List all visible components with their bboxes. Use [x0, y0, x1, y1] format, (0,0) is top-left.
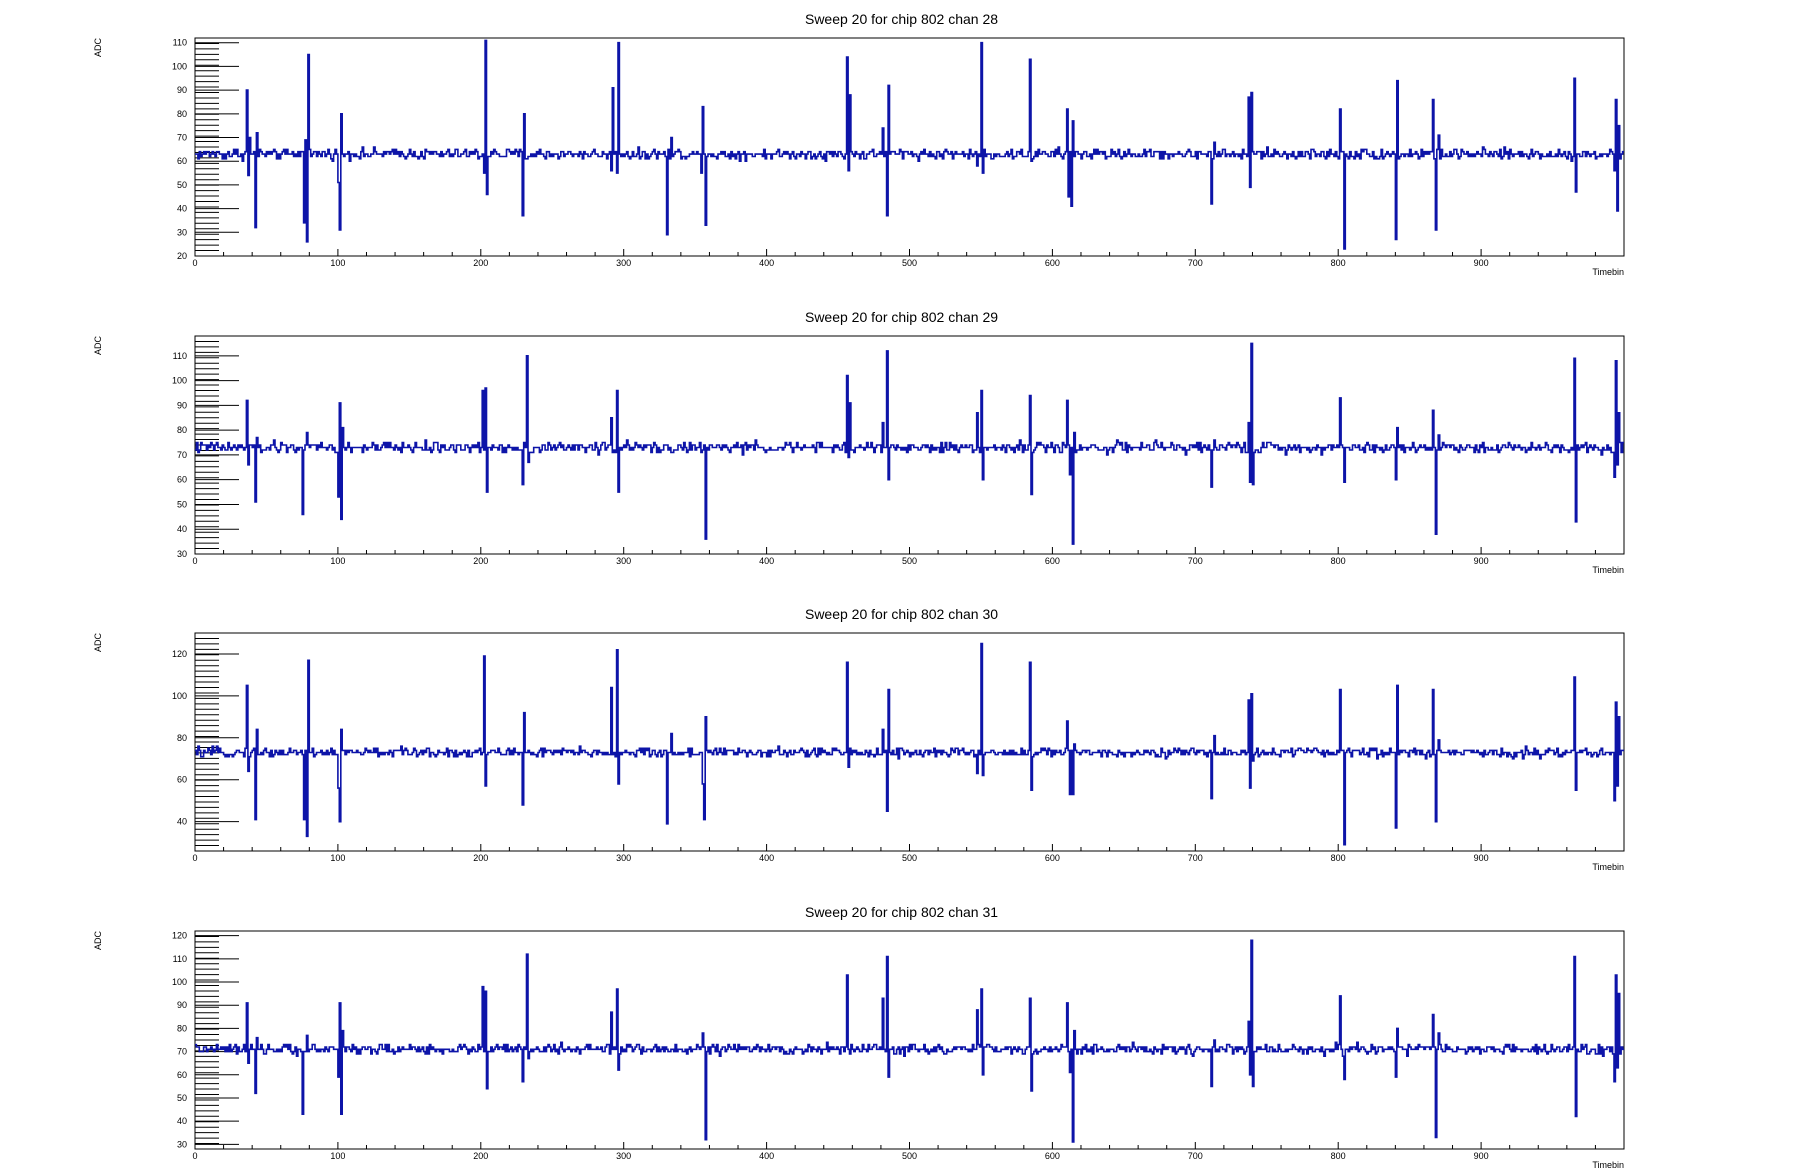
y-axis-label: ADC	[93, 633, 103, 653]
x-tick-label: 700	[1188, 556, 1203, 566]
y-tick-label: 80	[177, 733, 187, 743]
y-tick-label: 120	[172, 649, 187, 659]
y-tick-label: 60	[177, 475, 187, 485]
y-tick-label: 60	[177, 775, 187, 785]
y-tick-label: 70	[177, 1047, 187, 1057]
x-tick-label: 0	[192, 258, 197, 268]
x-axis-label: Timebin	[1592, 267, 1624, 277]
x-tick-label: 600	[1045, 556, 1060, 566]
x-tick-label: 500	[902, 556, 917, 566]
y-tick-label: 70	[177, 450, 187, 460]
y-tick-label: 40	[177, 204, 187, 214]
x-tick-label: 500	[902, 258, 917, 268]
y-tick-label: 40	[177, 524, 187, 534]
x-tick-label: 200	[473, 853, 488, 863]
x-tick-label: 100	[330, 853, 345, 863]
y-tick-label: 40	[177, 1116, 187, 1126]
x-tick-label: 700	[1188, 1151, 1203, 1161]
y-tick-label: 110	[173, 954, 187, 964]
chart-panel-3: Sweep 20 for chip 802 chan 30 ADC Timebin 4…	[93, 606, 1625, 872]
y-tick-label: 100	[172, 691, 187, 701]
x-tick-label: 500	[902, 1151, 917, 1161]
y-tick-label: 40	[177, 817, 187, 827]
y-tick-label: 100	[172, 376, 187, 386]
x-tick-label: 800	[1331, 556, 1346, 566]
x-tick-label: 400	[759, 853, 774, 863]
x-tick-label: 300	[616, 1151, 631, 1161]
y-axis-label: ADC	[93, 336, 103, 356]
x-tick-label: 100	[330, 556, 345, 566]
y-tick-label: 80	[177, 425, 187, 435]
chart-title: Sweep 20 for chip 802 chan 30	[805, 606, 998, 622]
x-tick-label: 400	[759, 258, 774, 268]
y-tick-label: 120	[172, 931, 187, 941]
series-line	[195, 939, 1624, 1143]
x-tick-label: 300	[616, 258, 631, 268]
series-line	[195, 342, 1624, 545]
x-tick-label: 400	[759, 1151, 774, 1161]
y-tick-label: 90	[177, 400, 187, 410]
x-tick-label: 900	[1474, 1151, 1489, 1161]
x-axis-label: Timebin	[1592, 565, 1624, 575]
x-tick-label: 600	[1045, 1151, 1060, 1161]
y-axis-label: ADC	[93, 931, 103, 951]
x-tick-label: 300	[616, 853, 631, 863]
y-tick-label: 30	[177, 227, 187, 237]
x-axis-label: Timebin	[1592, 862, 1624, 872]
x-tick-label: 600	[1045, 853, 1060, 863]
y-tick-label: 30	[177, 549, 187, 559]
chart-panel-1: Sweep 20 for chip 802 chan 28 ADC Timebin 2…	[93, 11, 1625, 277]
x-tick-label: 200	[473, 556, 488, 566]
plot-frame	[194, 930, 1625, 1150]
y-tick-label: 100	[172, 977, 187, 987]
x-tick-label: 800	[1331, 1151, 1346, 1161]
x-tick-label: 800	[1331, 258, 1346, 268]
y-tick-label: 30	[177, 1139, 187, 1149]
y-tick-label: 90	[177, 1000, 187, 1010]
y-tick-label: 60	[177, 156, 187, 166]
y-tick-label: 50	[177, 180, 187, 190]
y-tick-label: 100	[172, 61, 187, 71]
y-tick-label: 80	[177, 109, 187, 119]
y-tick-label: 50	[177, 499, 187, 509]
chart-title: Sweep 20 for chip 802 chan 28	[805, 11, 998, 27]
y-tick-label: 50	[177, 1093, 187, 1103]
x-tick-label: 100	[330, 258, 345, 268]
y-tick-label: 70	[177, 133, 187, 143]
x-axis-label: Timebin	[1592, 1160, 1624, 1170]
chart-title: Sweep 20 for chip 802 chan 29	[805, 309, 998, 325]
x-tick-label: 900	[1474, 258, 1489, 268]
x-tick-label: 900	[1474, 853, 1489, 863]
x-tick-label: 700	[1188, 853, 1203, 863]
chart-panel-2: Sweep 20 for chip 802 chan 29 ADC Timebin 3…	[93, 309, 1625, 575]
x-tick-label: 700	[1188, 258, 1203, 268]
y-tick-label: 60	[177, 1070, 187, 1080]
x-tick-label: 100	[330, 1151, 345, 1161]
x-tick-label: 600	[1045, 258, 1060, 268]
x-tick-label: 800	[1331, 853, 1346, 863]
x-tick-label: 0	[192, 556, 197, 566]
series-line	[195, 642, 1624, 846]
x-tick-label: 0	[192, 1151, 197, 1161]
x-tick-label: 0	[192, 853, 197, 863]
plot-frame	[194, 37, 1625, 257]
chart-panel-4: Sweep 20 for chip 802 chan 31 ADC Timebin 3…	[93, 904, 1625, 1170]
plot-frame	[194, 632, 1625, 852]
x-tick-label: 500	[902, 853, 917, 863]
y-tick-label: 80	[177, 1023, 187, 1033]
y-axis-label: ADC	[93, 38, 103, 58]
x-tick-label: 300	[616, 556, 631, 566]
y-tick-label: 20	[177, 251, 187, 261]
chart-title: Sweep 20 for chip 802 chan 31	[805, 904, 998, 920]
x-tick-label: 400	[759, 556, 774, 566]
y-tick-label: 110	[173, 351, 187, 361]
series-line	[195, 39, 1624, 250]
x-tick-label: 200	[473, 258, 488, 268]
x-tick-label: 200	[473, 1151, 488, 1161]
y-tick-label: 110	[173, 38, 187, 48]
y-tick-label: 90	[177, 85, 187, 95]
x-tick-label: 900	[1474, 556, 1489, 566]
